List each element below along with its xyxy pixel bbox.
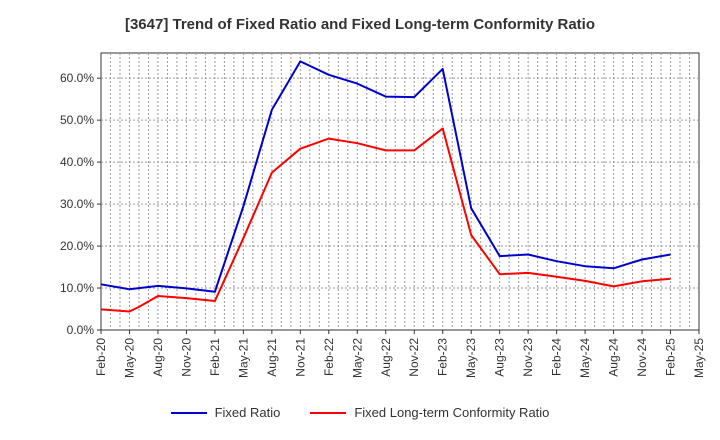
y-tick-label: 30.0% <box>60 197 94 211</box>
legend-swatch-red <box>310 411 347 414</box>
y-tick-label: 10.0% <box>60 281 94 295</box>
x-tick-label: Aug-22 <box>379 338 393 377</box>
legend-item-fixed-ratio: Fixed Ratio <box>170 405 281 420</box>
legend-label-conformity-ratio: Fixed Long-term Conformity Ratio <box>354 405 550 420</box>
x-tick-label: May-23 <box>464 338 478 378</box>
series-line-fixed-ratio <box>100 60 671 293</box>
x-tick-label: May-22 <box>350 338 364 378</box>
x-tick-label: Feb-22 <box>322 338 336 376</box>
x-tick-label: Aug-21 <box>265 338 279 377</box>
series-lines <box>100 60 671 313</box>
legend: Fixed Ratio Fixed Long-term Conformity R… <box>0 405 720 420</box>
x-tick-label: Nov-20 <box>179 338 193 377</box>
x-tick-label: Nov-22 <box>407 338 421 377</box>
legend-swatch-blue <box>170 411 207 414</box>
x-tick-label: Feb-21 <box>208 338 222 376</box>
x-tick-label: Aug-24 <box>607 338 621 377</box>
x-tick-label: Nov-24 <box>635 338 649 377</box>
y-tick-label: 40.0% <box>60 155 94 169</box>
chart-title: [3647] Trend of Fixed Ratio and Fixed Lo… <box>124 16 596 33</box>
y-tick-label: 60.0% <box>60 71 94 85</box>
x-tick-label: Nov-21 <box>293 338 307 377</box>
y-axis-ticks: 0.0% 10.0% 20.0% 30.0% 40.0% 50.0% 60.0% <box>60 71 101 337</box>
x-tick-label: Feb-23 <box>436 338 450 376</box>
x-tick-label: Nov-23 <box>521 338 535 377</box>
y-tick-label: 0.0% <box>67 323 95 337</box>
x-tick-label: May-20 <box>122 338 136 378</box>
x-tick-label: Feb-20 <box>94 338 108 376</box>
y-tick-label: 50.0% <box>60 113 94 127</box>
x-tick-label: May-24 <box>578 338 592 378</box>
x-tick-label: May-25 <box>692 338 706 378</box>
y-tick-label: 20.0% <box>60 239 94 253</box>
x-tick-label: May-21 <box>236 338 250 378</box>
x-tick-label: Aug-20 <box>151 338 165 377</box>
x-axis-ticks: Feb-20 May-20 Aug-20 Nov-20 Feb-21 May-21 Aug-… <box>94 330 706 378</box>
series-line-fixed-long-term-conformity-ratio <box>100 127 671 313</box>
x-tick-label: Feb-24 <box>550 338 564 376</box>
x-tick-label: Feb-25 <box>664 338 678 376</box>
legend-label-fixed-ratio: Fixed Ratio <box>214 405 281 420</box>
x-tick-label: Aug-23 <box>493 338 507 377</box>
legend-item-conformity-ratio: Fixed Long-term Conformity Ratio <box>310 405 549 420</box>
